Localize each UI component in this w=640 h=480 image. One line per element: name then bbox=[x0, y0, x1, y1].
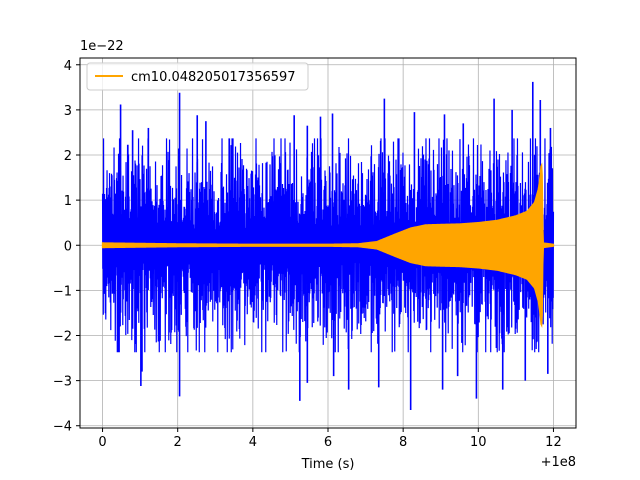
legend-box bbox=[86, 62, 309, 91]
y-tick-label: 0 bbox=[64, 239, 72, 254]
y-tick-label: −3 bbox=[53, 375, 72, 390]
x-tick-label: 10 bbox=[470, 435, 487, 450]
x-tick-label: 0 bbox=[98, 435, 106, 450]
legend: cm10.048205017356597 bbox=[86, 62, 309, 91]
y-tick-label: −2 bbox=[53, 330, 72, 345]
x-tick-label: 4 bbox=[249, 435, 257, 450]
y-tick-label: 3 bbox=[64, 104, 72, 119]
x-axis-label: Time (s) bbox=[301, 457, 355, 472]
strain-noise-series bbox=[101, 138, 555, 353]
x-tick-label: 8 bbox=[399, 435, 407, 450]
x-tick-label: 6 bbox=[324, 435, 332, 450]
y-scale-label: 1e−22 bbox=[80, 39, 124, 54]
x-tick-label: 2 bbox=[174, 435, 182, 450]
x-offset-label: +1e8 bbox=[541, 455, 576, 470]
x-tick-label: 12 bbox=[545, 435, 562, 450]
plot-lines bbox=[101, 81, 555, 410]
y-tick-label: 1 bbox=[64, 194, 72, 209]
legend-entry-label: cm10.048205017356597 bbox=[131, 70, 296, 85]
y-tick-label: −4 bbox=[53, 420, 72, 435]
y-tick-label: 2 bbox=[64, 149, 72, 164]
y-tick-label: 4 bbox=[64, 59, 72, 74]
y-tick-label: −1 bbox=[53, 284, 72, 299]
